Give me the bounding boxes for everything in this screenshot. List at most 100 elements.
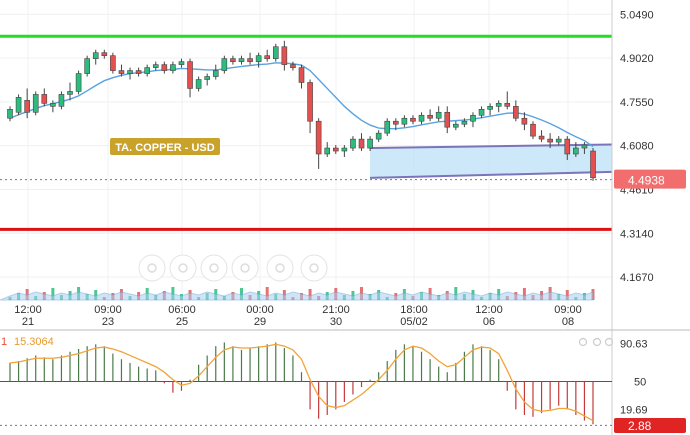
- candle-body: [290, 64, 296, 68]
- candle-body: [461, 120, 468, 125]
- osc-toolbar-icon[interactable]: [578, 337, 588, 347]
- volume-bar: [454, 287, 458, 300]
- nav-control-icon[interactable]: [275, 263, 285, 273]
- candle-body: [453, 123, 459, 128]
- candle-body: [418, 114, 425, 122]
- date-tick-label: 08: [562, 316, 574, 328]
- volume-bar: [565, 290, 569, 300]
- candle-body: [341, 147, 348, 152]
- candle-body: [478, 109, 485, 116]
- candle-body: [444, 111, 451, 128]
- candle-body: [32, 94, 39, 113]
- nav-control-button[interactable]: [138, 254, 166, 282]
- overlay: TA. COPPER - USD: [110, 138, 220, 155]
- price-axis-bg: [612, 0, 690, 330]
- time-axis: 12:002109:002306:002500:002921:003018:00…: [14, 304, 582, 328]
- candle-body: [547, 138, 553, 143]
- candle-body: [350, 138, 356, 149]
- candle-body: [152, 64, 159, 68]
- candle-body: [247, 58, 253, 62]
- candle-body: [384, 120, 391, 134]
- volume-bar: [308, 289, 312, 300]
- volume-bar: [51, 288, 55, 300]
- candle-body: [41, 94, 48, 104]
- chart-navigation-controls[interactable]: [138, 254, 328, 282]
- candle-body: [272, 46, 279, 59]
- oscillator-panel: 1 15.3064 90.63 50 19.69 2.88: [0, 329, 690, 435]
- nav-control-icon[interactable]: [147, 263, 157, 273]
- candle-body: [67, 91, 73, 95]
- date-tick-label: 06: [483, 316, 495, 328]
- price-tick-label: 4.6080: [620, 141, 654, 153]
- channel-upper-line: [369, 143, 613, 150]
- candle-body: [118, 70, 125, 74]
- candle-body: [315, 120, 322, 155]
- candle-body: [435, 111, 442, 119]
- candle-body: [7, 109, 13, 119]
- time-tick-label: 12:00: [475, 304, 503, 316]
- candle-body: [75, 73, 82, 92]
- candle-body: [590, 150, 596, 179]
- price-tick-label: 4.1670: [620, 272, 654, 284]
- nav-control-button[interactable]: [266, 254, 294, 282]
- candle-body: [84, 58, 90, 74]
- time-tick-label: 12:00: [14, 304, 42, 316]
- price-lines: [0, 34, 613, 231]
- time-tick-label: 09:00: [94, 304, 122, 316]
- nav-control-icon[interactable]: [240, 263, 250, 273]
- nav-control-icon[interactable]: [209, 263, 219, 273]
- candles: [7, 40, 596, 181]
- time-tick-label: 21:00: [322, 304, 350, 316]
- candle-body: [375, 132, 382, 140]
- nav-control-icon[interactable]: [178, 263, 188, 273]
- nav-control-button[interactable]: [169, 254, 197, 282]
- osc-toolbar-icon[interactable]: [604, 337, 614, 347]
- candle-body: [178, 61, 185, 65]
- candle-body: [127, 70, 133, 74]
- candle-body: [187, 61, 193, 89]
- candle-body: [530, 123, 536, 137]
- nav-control-button[interactable]: [300, 254, 328, 282]
- candle-body: [161, 64, 168, 71]
- candle-body: [495, 103, 502, 107]
- volume-bar: [265, 287, 269, 300]
- candle-body: [58, 94, 65, 107]
- osc-period-label: 1: [1, 336, 7, 348]
- candle-body: [255, 55, 262, 62]
- nav-control-button[interactable]: [200, 254, 228, 282]
- volume-bar: [522, 288, 526, 300]
- last-price-badge: [614, 169, 686, 189]
- osc-level-label: 19.69: [620, 405, 648, 417]
- instrument-label: TA. COPPER - USD: [115, 142, 214, 154]
- nav-control-button[interactable]: [231, 254, 259, 282]
- osc-current-badge: [614, 418, 686, 433]
- candle-body: [110, 55, 116, 71]
- nav-control-icon[interactable]: [309, 263, 319, 273]
- candle-body: [221, 58, 228, 71]
- candle-body: [470, 114, 476, 122]
- time-tick-label: 18:00: [400, 304, 428, 316]
- last-price-label: 4.4938: [628, 174, 665, 188]
- time-tick-label: 00:00: [246, 304, 274, 316]
- candle-body: [573, 147, 579, 155]
- date-tick-label: 25: [176, 316, 188, 328]
- candle-body: [324, 147, 331, 155]
- price-tick-label: 5.0490: [620, 9, 654, 21]
- candle-body: [521, 117, 528, 125]
- candle-body: [504, 103, 511, 107]
- osc-toolbar-icon[interactable]: [592, 337, 602, 347]
- candle-body: [332, 147, 339, 152]
- channel-lower-line: [369, 170, 613, 179]
- candle-body: [264, 55, 271, 59]
- candle-body: [135, 70, 142, 74]
- candle-body: [401, 117, 408, 125]
- osc-level-label: 90.63: [620, 339, 648, 351]
- price-tick-label: 4.9020: [620, 53, 654, 65]
- time-tick-label: 06:00: [168, 304, 196, 316]
- volume-histogram: [0, 287, 595, 301]
- instrument-label-bg: [110, 138, 220, 155]
- volume-bar: [239, 288, 243, 300]
- price-tick-label: 4.3140: [620, 228, 654, 240]
- osc-level-label: 50: [634, 377, 646, 389]
